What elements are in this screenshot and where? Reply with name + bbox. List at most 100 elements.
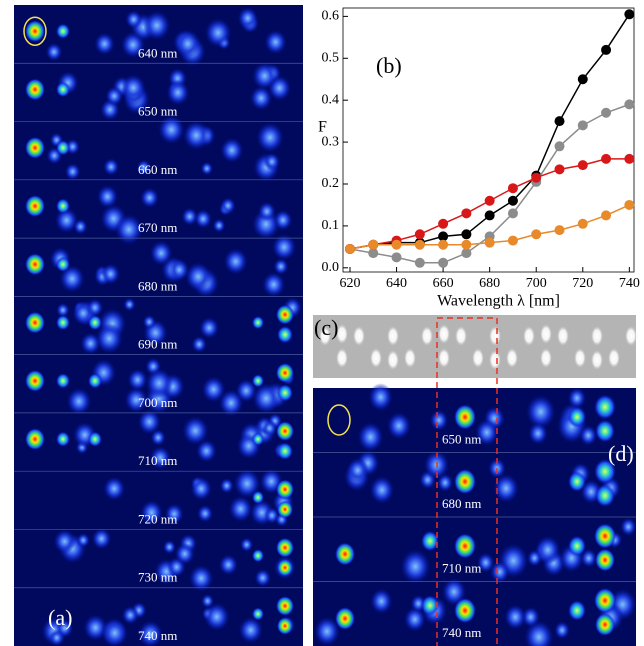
intensity-spot (276, 362, 294, 383)
intensity-spot (114, 214, 143, 245)
intensity-spot (273, 258, 289, 275)
hole (404, 348, 416, 368)
wavelength-label: 730 nm (138, 570, 177, 585)
x-tick-label: 700 (526, 276, 547, 291)
intensity-spot (101, 618, 128, 646)
intensity-spot (103, 476, 126, 501)
highlight-ring (23, 16, 47, 46)
hole (438, 324, 450, 344)
intensity-spot (594, 587, 616, 614)
intensity-spot (158, 115, 185, 145)
intensity-spot (200, 161, 214, 176)
y-axis-label: F (318, 119, 327, 136)
intensity-spot (357, 422, 384, 452)
intensity-spot (25, 78, 45, 101)
intensity-spot (121, 605, 139, 625)
intensity-spot (277, 558, 293, 577)
intensity-spot (91, 527, 112, 550)
intensity-spot (277, 325, 293, 344)
wavelength-label: 680 nm (442, 496, 481, 511)
intensity-spot (80, 332, 101, 355)
data-point (507, 195, 518, 206)
intensity-spot (493, 473, 519, 503)
wavelength-label: 740 nm (138, 628, 177, 643)
data-point (414, 229, 425, 240)
intensity-spot (96, 185, 118, 209)
intensity-spot (185, 262, 212, 292)
hole (455, 326, 467, 346)
x-axis-label: Wavelength λ [nm] (437, 293, 560, 310)
intensity-spot (164, 503, 184, 525)
data-point (554, 225, 565, 236)
intensity-spot (368, 383, 393, 412)
intensity-spot (567, 387, 587, 409)
intensity-spot (568, 406, 586, 428)
intensity-spot (595, 613, 615, 637)
plot-frame (342, 7, 635, 273)
data-point (577, 218, 588, 229)
intensity-spot (252, 383, 281, 414)
intensity-spot (400, 549, 431, 584)
intensity-spot (196, 439, 217, 463)
wavelength-label: 650 nm (442, 431, 481, 446)
intensity-spot (475, 419, 499, 446)
intensity-spot (76, 532, 90, 548)
intensity-spot (56, 23, 70, 39)
intensity-spot (252, 62, 278, 90)
wavelength-label: 650 nm (138, 104, 177, 119)
intensity-spot (262, 271, 286, 298)
hole (421, 326, 433, 346)
intensity-spot (252, 607, 264, 621)
intensity-spot (199, 317, 220, 339)
y-tick-label: 0.6 (322, 9, 340, 24)
data-point (484, 237, 495, 248)
intensity-spot (150, 429, 166, 446)
panel-b: 0.0 0.1 0.2 0.3 0.4 0.5 0.6 620 640 660 680 700 720 7… (318, 7, 640, 310)
intensity-spot (528, 422, 548, 445)
intensity-spot (276, 304, 294, 325)
intensity-spot (204, 18, 232, 48)
data-point (461, 208, 472, 219)
data-point (391, 252, 402, 263)
data-point (414, 257, 425, 268)
intensity-spot (228, 495, 253, 522)
intensity-spot (73, 218, 88, 235)
panel-a: 640 nm 650 nm 660 nm 670 nm 680 nm 690 nm 700 … (14, 5, 303, 646)
intensity-spot (454, 404, 476, 430)
intensity-spot (594, 523, 616, 549)
data-point (624, 199, 635, 210)
hole (540, 324, 552, 344)
intensity-spot (335, 607, 355, 631)
data-point (601, 153, 612, 164)
data-point (554, 164, 565, 175)
intensity-spot (386, 412, 411, 440)
y-tick-label: 0.1 (322, 218, 340, 233)
intensity-spot (252, 315, 264, 330)
intensity-spot (88, 373, 102, 389)
intensity-spot (454, 468, 476, 495)
intensity-spot (105, 86, 124, 106)
intensity-spot (149, 446, 171, 470)
panel-label: (d) (608, 441, 634, 466)
wavelength-label: 710 nm (138, 453, 177, 468)
intensity-spot (143, 10, 171, 41)
intensity-spot (238, 616, 263, 644)
intensity-spot (335, 542, 355, 566)
image-background (313, 315, 636, 378)
intensity-spot (201, 376, 226, 403)
x-tick-label: 680 (479, 276, 500, 291)
intensity-spot (56, 198, 70, 214)
intensity-spot (595, 419, 615, 443)
intensity-spot (25, 20, 45, 43)
wavelength-label: 720 nm (138, 511, 177, 526)
intensity-spot (203, 602, 230, 632)
hole (608, 348, 620, 368)
intensity-spot (166, 79, 190, 106)
intensity-spot (94, 32, 115, 56)
intensity-spot (88, 314, 102, 331)
intensity-spot (594, 458, 616, 485)
intensity-spot (56, 81, 70, 98)
data-point (368, 248, 379, 259)
data-point (438, 239, 449, 250)
